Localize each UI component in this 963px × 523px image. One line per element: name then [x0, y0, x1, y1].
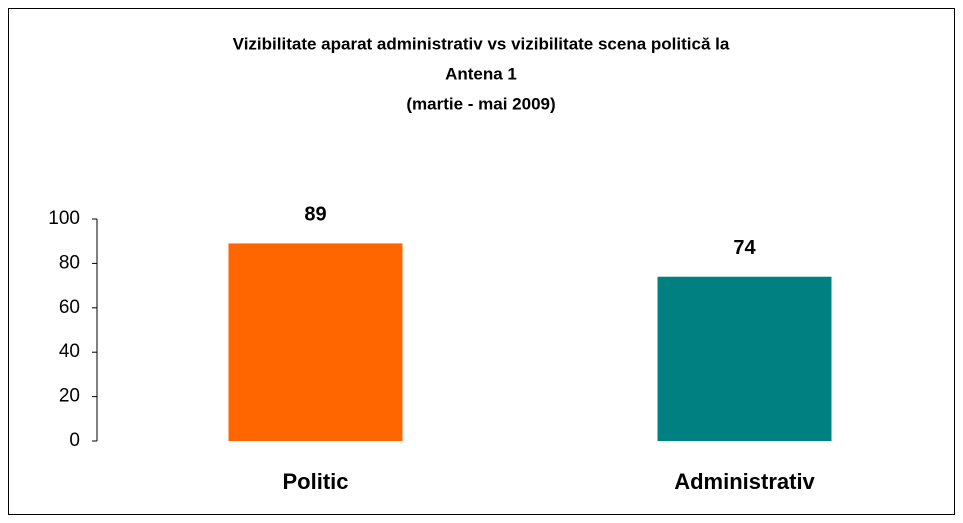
x-tick-label: Politic [282, 469, 348, 494]
x-tick-label: Administrativ [674, 469, 815, 494]
y-tick-label: 100 [48, 208, 80, 229]
data-label: 89 [304, 204, 326, 226]
y-tick-label: 0 [69, 430, 80, 451]
chart-title: (martie - mai 2009) [406, 94, 555, 113]
y-tick-label: 20 [59, 386, 80, 407]
data-label: 74 [733, 237, 756, 259]
bar [228, 243, 403, 441]
y-tick-label: 40 [59, 341, 80, 362]
y-tick-label: 80 [59, 252, 80, 273]
y-tick-label: 60 [59, 297, 80, 318]
bar [657, 276, 832, 441]
chart-title: Antena 1 [445, 64, 517, 83]
chart-title: Vizibilitate aparat administrativ vs viz… [233, 34, 730, 53]
